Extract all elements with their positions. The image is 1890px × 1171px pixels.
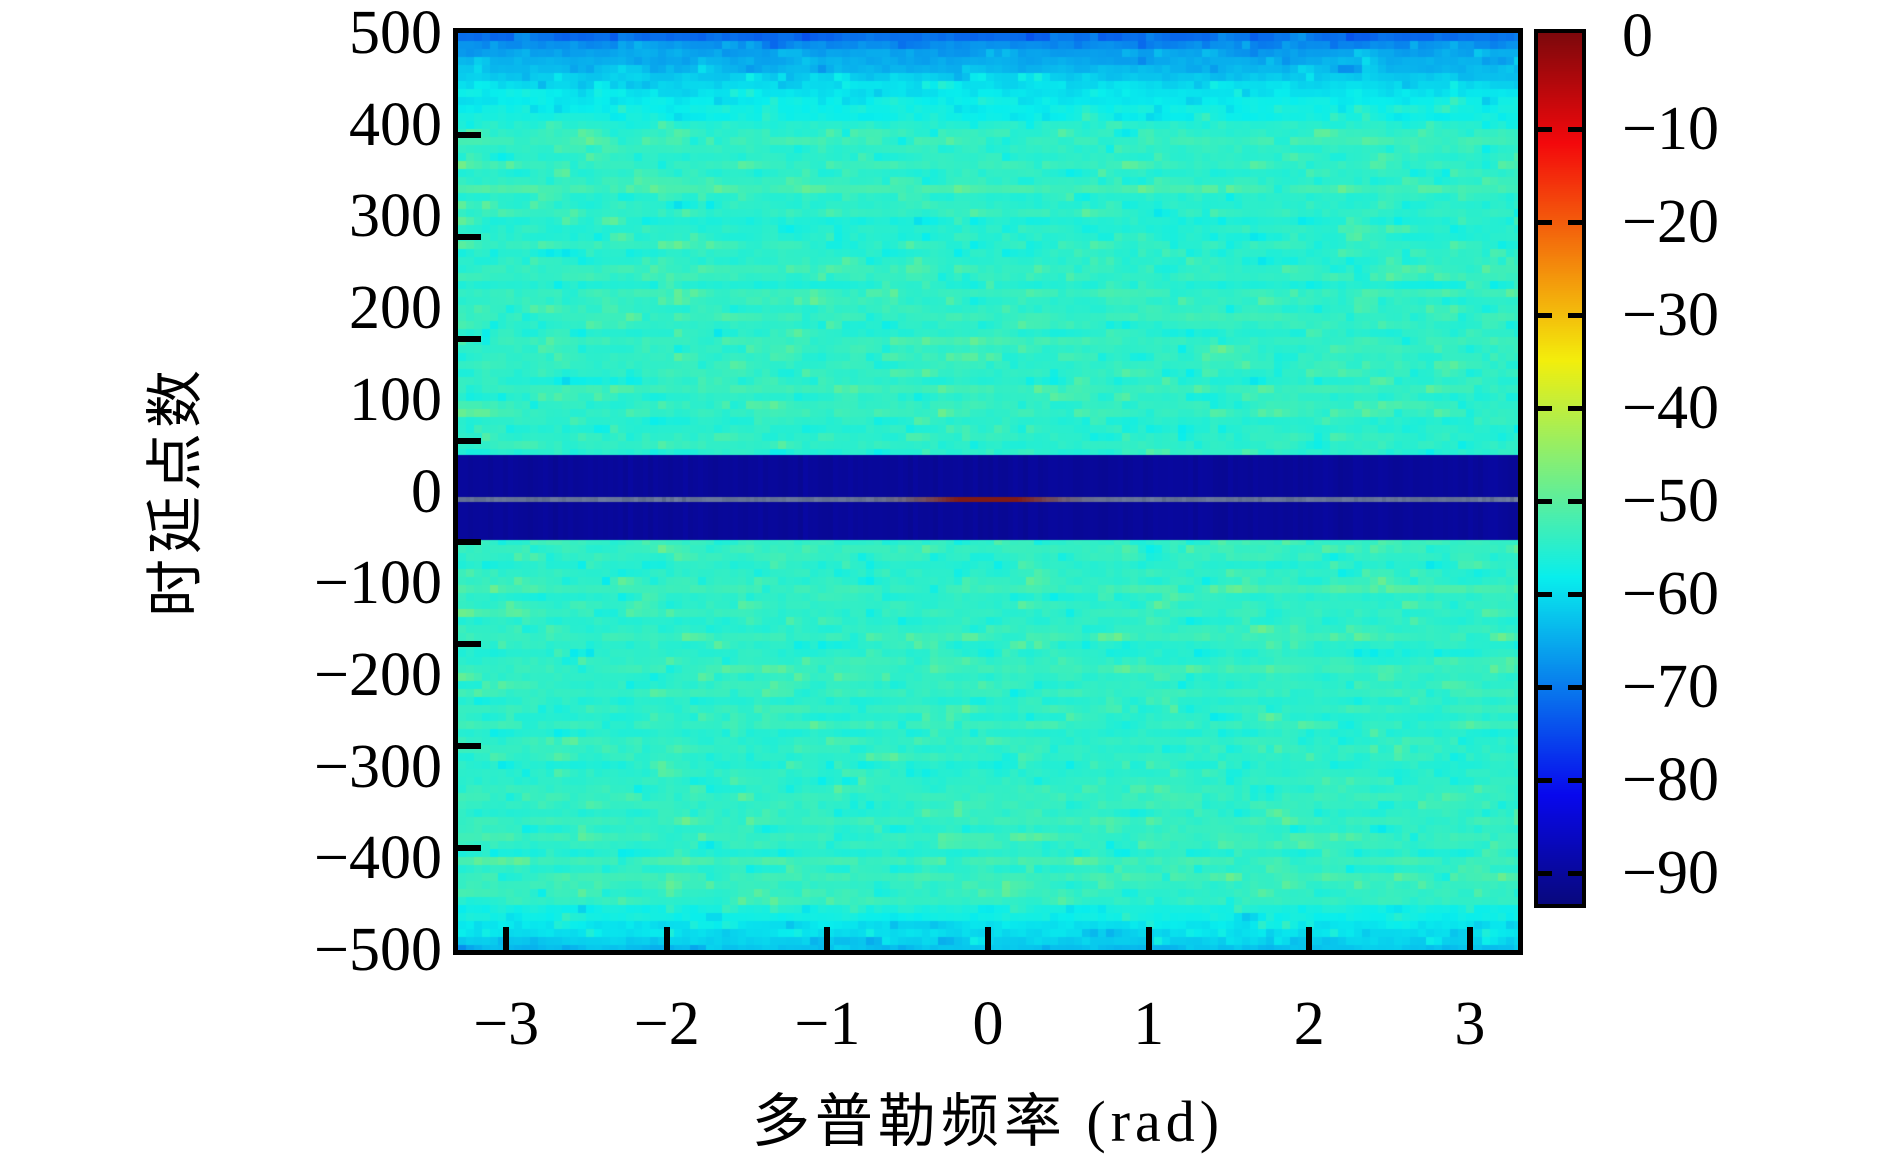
colorbar-tick-label: −70 bbox=[1622, 653, 1719, 722]
colorbar-tick-right bbox=[1568, 778, 1582, 783]
y-axis-tick bbox=[458, 234, 481, 240]
colorbar-tick-left bbox=[1538, 406, 1552, 411]
x-tick-label: 1 bbox=[1133, 990, 1165, 1058]
x-axis-tick bbox=[1467, 927, 1473, 950]
y-tick-label: −400 bbox=[314, 824, 442, 893]
y-axis-tick bbox=[458, 132, 481, 138]
y-axis-tick bbox=[458, 845, 481, 851]
y-tick-label: −500 bbox=[314, 916, 442, 984]
colorbar-tick-label: −10 bbox=[1622, 95, 1719, 163]
colorbar-tick-left bbox=[1538, 871, 1552, 876]
y-axis-tick bbox=[458, 438, 481, 444]
y-axis-tick bbox=[458, 743, 481, 749]
x-axis-tick bbox=[824, 927, 830, 950]
colorbar-tick-right bbox=[1568, 127, 1582, 132]
colorbar-tick-left bbox=[1538, 127, 1552, 132]
y-axis-tick bbox=[458, 641, 481, 647]
colorbar-tick-label: −20 bbox=[1622, 188, 1719, 257]
y-axis-tick bbox=[458, 539, 481, 545]
x-axis-tick bbox=[985, 927, 991, 950]
colorbar-tick-right bbox=[1568, 592, 1582, 597]
colorbar-tick-label: −80 bbox=[1622, 746, 1719, 815]
colorbar-tick-right bbox=[1568, 406, 1582, 411]
colorbar-canvas bbox=[1538, 33, 1582, 904]
x-tick-label: −1 bbox=[794, 990, 861, 1058]
y-tick-label: 300 bbox=[349, 182, 442, 251]
colorbar-tick-left bbox=[1538, 220, 1552, 225]
colorbar-tick-label: −90 bbox=[1622, 839, 1719, 908]
colorbar-tick-left bbox=[1538, 685, 1552, 690]
x-tick-label: 3 bbox=[1454, 990, 1486, 1058]
colorbar-tick-right bbox=[1568, 313, 1582, 318]
x-tick-label: −3 bbox=[473, 990, 540, 1058]
y-tick-label: 0 bbox=[411, 457, 442, 526]
x-tick-label: 0 bbox=[972, 990, 1004, 1058]
colorbar-tick-right bbox=[1568, 871, 1582, 876]
colorbar-tick-left bbox=[1538, 499, 1552, 504]
colorbar-tick-label: −50 bbox=[1622, 467, 1719, 536]
y-tick-label: −300 bbox=[314, 732, 442, 801]
y-tick-label: 100 bbox=[349, 365, 442, 434]
x-tick-label: −2 bbox=[633, 990, 700, 1058]
x-tick-label: 2 bbox=[1293, 990, 1325, 1058]
colorbar-tick-label: 0 bbox=[1622, 2, 1653, 70]
colorbar-tick-right bbox=[1568, 499, 1582, 504]
colorbar-tick-left bbox=[1538, 778, 1552, 783]
y-tick-label: 500 bbox=[349, 0, 442, 67]
colorbar-tick-left bbox=[1538, 313, 1552, 318]
x-axis-tick bbox=[1306, 927, 1312, 950]
y-tick-label: −100 bbox=[314, 549, 442, 618]
y-axis-tick bbox=[458, 336, 481, 342]
heatmap-canvas bbox=[458, 33, 1518, 950]
y-tick-label: 200 bbox=[349, 274, 442, 343]
x-axis-tick bbox=[1146, 927, 1152, 950]
plot-frame bbox=[453, 28, 1523, 955]
x-axis-title: 多普勒频率 (rad) bbox=[751, 1089, 1225, 1154]
colorbar-tick-right bbox=[1568, 220, 1582, 225]
colorbar-tick-label: −40 bbox=[1622, 374, 1719, 443]
colorbar-frame bbox=[1534, 29, 1586, 908]
colorbar-tick-label: −30 bbox=[1622, 281, 1719, 350]
colorbar-tick-left bbox=[1538, 592, 1552, 597]
x-axis-tick bbox=[503, 927, 509, 950]
y-tick-label: −200 bbox=[314, 640, 442, 709]
colorbar-tick-right bbox=[1568, 685, 1582, 690]
y-tick-label: 400 bbox=[349, 90, 442, 159]
colorbar-tick-label: −60 bbox=[1622, 560, 1719, 629]
x-axis-tick bbox=[664, 927, 670, 950]
